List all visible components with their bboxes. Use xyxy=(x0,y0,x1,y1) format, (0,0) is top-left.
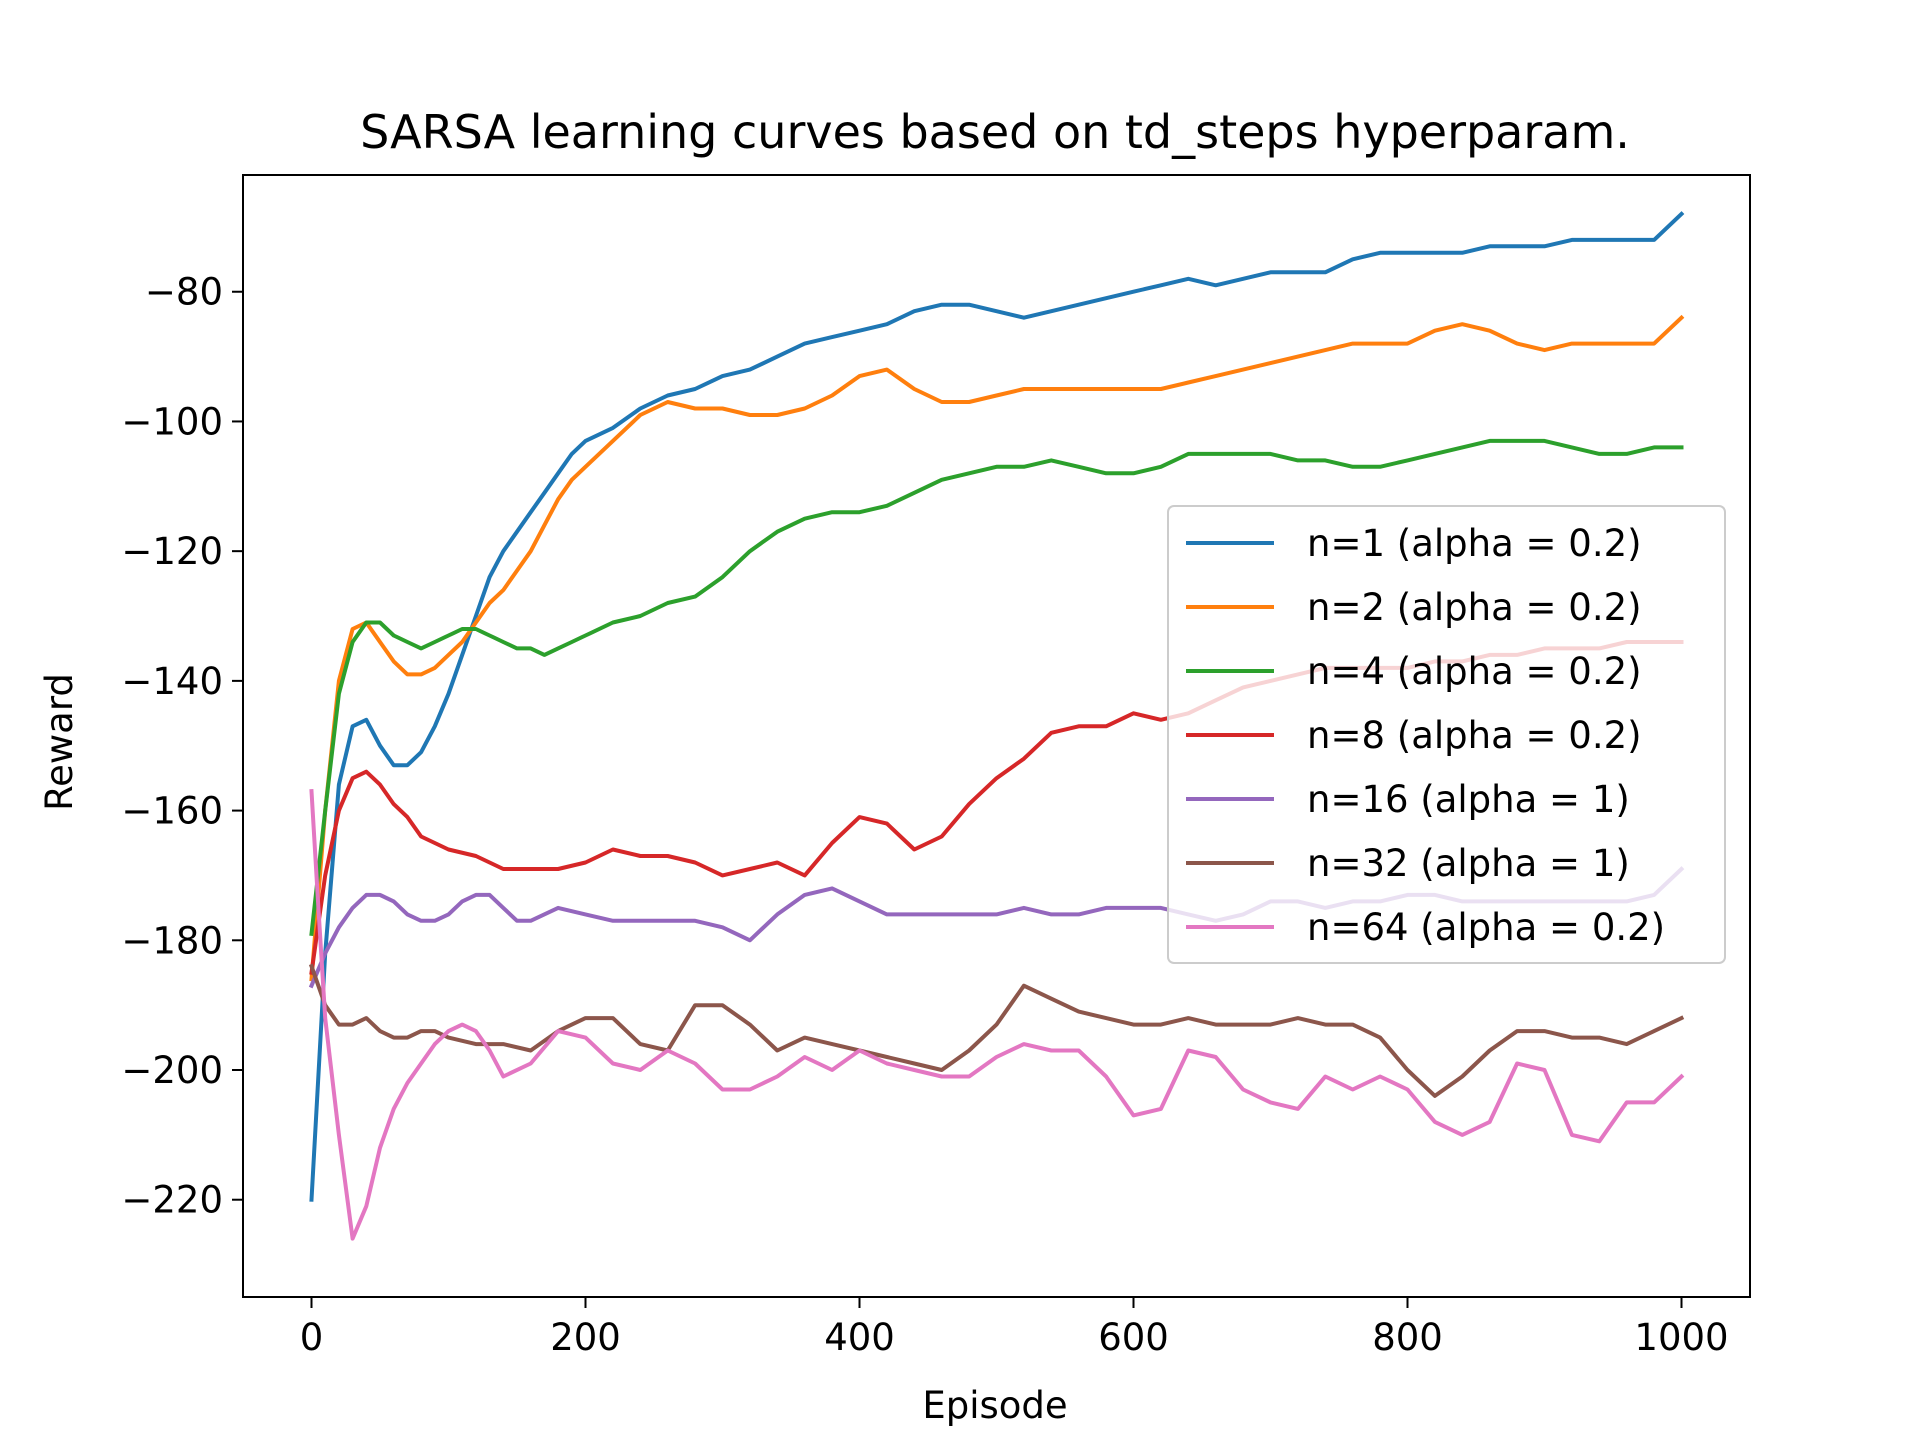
y-tick-label: −200 xyxy=(121,1049,223,1092)
y-tick-label: −120 xyxy=(121,530,223,573)
y-tick-label: −160 xyxy=(121,790,223,833)
series-line-3 xyxy=(309,438,1684,937)
plot-frame xyxy=(242,174,1751,1298)
legend-label: n=16 (alpha = 1) xyxy=(1307,778,1630,821)
legend-box xyxy=(1167,505,1726,964)
series-line-2 xyxy=(309,314,1685,982)
legend-label: n=4 (alpha = 0.2) xyxy=(1307,650,1642,693)
tick-layer: 0 200 400 600 800 1000 −80 −100 −120 −140 −160 −180… xyxy=(121,271,1728,1359)
series-line-6 xyxy=(308,963,1685,1098)
series-line-7 xyxy=(309,788,1685,1241)
y-axis-label: Reward xyxy=(38,673,81,811)
legend-label: n=64 (alpha = 0.2) xyxy=(1307,906,1665,949)
x-tick-label: 600 xyxy=(1098,1316,1169,1359)
x-tick-label: 0 xyxy=(300,1316,324,1359)
legend: n=1 (alpha = 0.2) n=2 (alpha = 0.2) n=4 (a… xyxy=(1167,505,1726,964)
legend-label: n=32 (alpha = 1) xyxy=(1307,842,1630,885)
chart-title: SARSA learning curves based on td_steps … xyxy=(360,105,1630,159)
y-tick-label: −100 xyxy=(121,400,223,443)
x-tick-label: 800 xyxy=(1372,1316,1443,1359)
x-tick-label: 400 xyxy=(824,1316,895,1359)
x-tick-label: 200 xyxy=(550,1316,621,1359)
y-tick-label: −220 xyxy=(121,1179,223,1222)
legend-label: n=1 (alpha = 0.2) xyxy=(1307,522,1642,565)
y-tick-label: −140 xyxy=(121,660,223,703)
y-tick-label: −180 xyxy=(121,919,223,962)
series-line-1 xyxy=(309,211,1685,1202)
y-tick-label: −80 xyxy=(145,271,223,314)
legend-label: n=8 (alpha = 0.2) xyxy=(1307,714,1642,757)
x-axis-label: Episode xyxy=(922,1384,1067,1427)
series-layer xyxy=(308,211,1685,1241)
legend-label: n=2 (alpha = 0.2) xyxy=(1307,586,1642,629)
x-tick-label: 1000 xyxy=(1634,1316,1728,1359)
